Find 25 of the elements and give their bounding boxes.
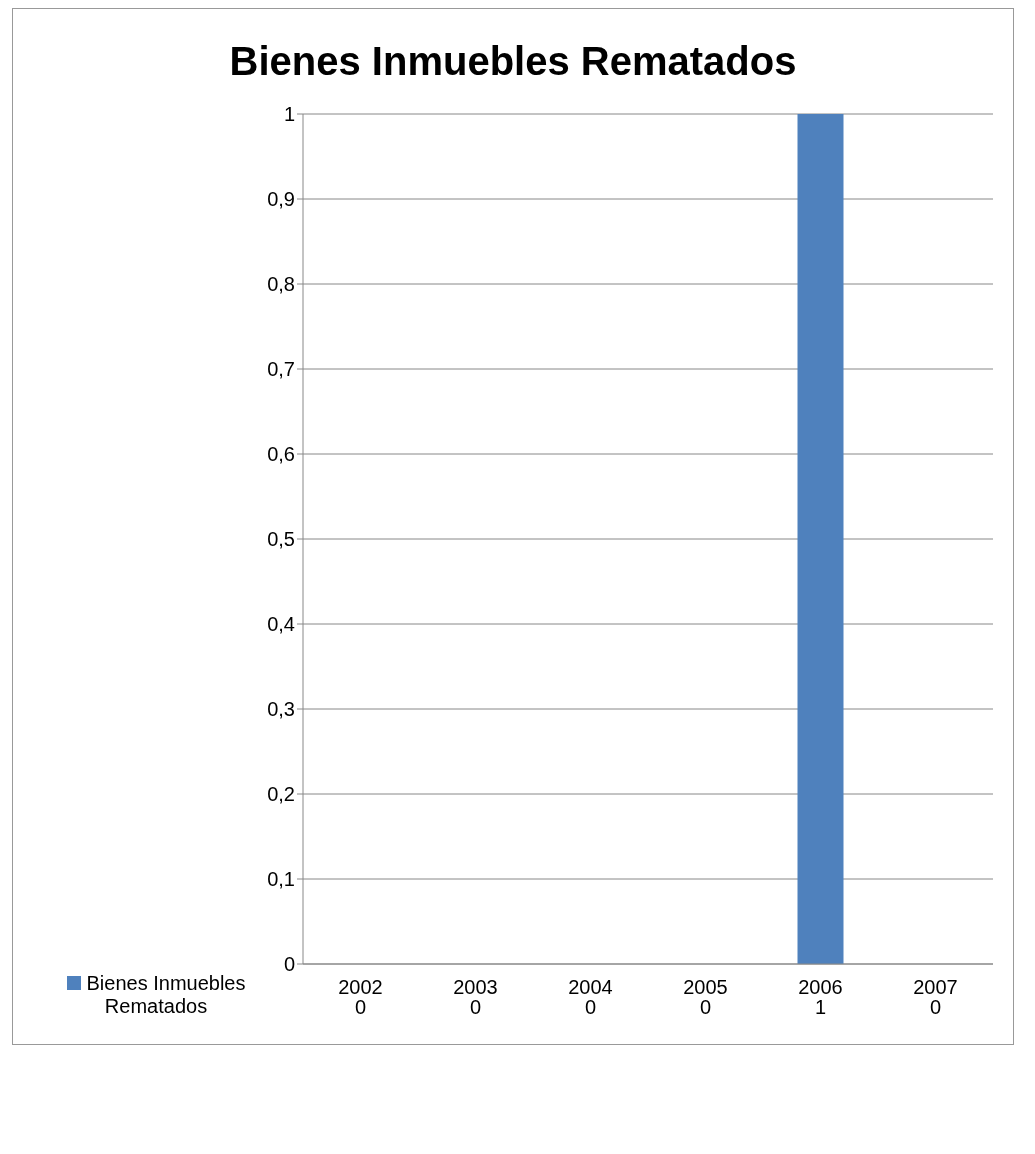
data-label: 0: [354, 996, 367, 1018]
y-tick-label: 0,9: [267, 188, 295, 211]
data-label: 0: [469, 996, 482, 1018]
chart-title: Bienes Inmuebles Rematados: [228, 38, 798, 85]
x-tick-label: 2007: [913, 976, 958, 998]
legend-label: Bienes Inmuebles Rematados: [86, 972, 246, 1017]
y-tick-label: 0,7: [267, 358, 295, 381]
x-tick-label: 2002: [338, 976, 383, 998]
y-tick-label: 0,2: [267, 783, 295, 806]
y-tick-label: 0,6: [267, 443, 295, 466]
x-tick-label: 2003: [453, 976, 498, 998]
y-tick-label: 0,4: [267, 613, 295, 636]
y-tick-label: 0,1: [267, 868, 295, 891]
data-label: 0: [929, 996, 942, 1018]
data-label: 1: [814, 996, 827, 1018]
y-tick-label: 0,8: [267, 273, 295, 296]
x-tick-label: 2006: [798, 976, 843, 998]
data-label: 0: [584, 996, 597, 1018]
x-tick-label: 2004: [568, 976, 613, 998]
y-tick-label: 0,3: [267, 698, 295, 721]
x-tick-label: 2005: [683, 976, 728, 998]
y-tick-label: 0: [283, 953, 295, 976]
data-label: 0: [699, 996, 712, 1018]
y-tick-label: 1: [283, 103, 295, 126]
y-tick-label: 0,5: [267, 528, 295, 551]
